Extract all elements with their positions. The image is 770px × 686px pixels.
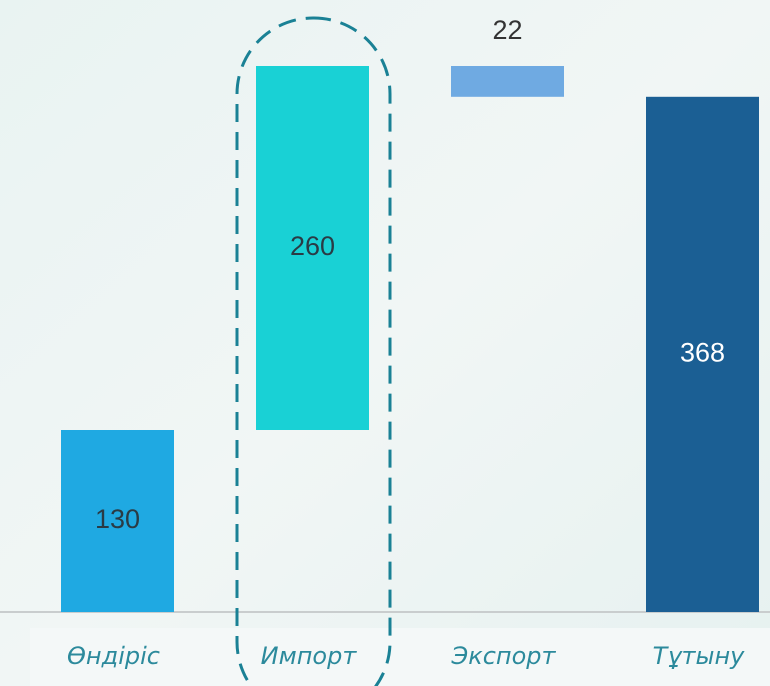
bar (61, 430, 174, 612)
bar (256, 66, 369, 430)
bar (646, 96, 759, 613)
value-label: 130 (95, 504, 140, 534)
x-tick-label: Өндіріс (67, 642, 160, 670)
label-band (30, 628, 770, 686)
bar (451, 66, 564, 97)
highlight-outline (235, 16, 392, 686)
x-tick-label: Тұтыну (653, 642, 745, 670)
value-label: 368 (680, 338, 725, 368)
value-label: 260 (290, 231, 335, 261)
value-label: 22 (492, 15, 522, 45)
bars (61, 66, 759, 613)
x-tick-label: Импорт (261, 642, 358, 670)
x-tick-label: Экспорт (450, 642, 556, 670)
